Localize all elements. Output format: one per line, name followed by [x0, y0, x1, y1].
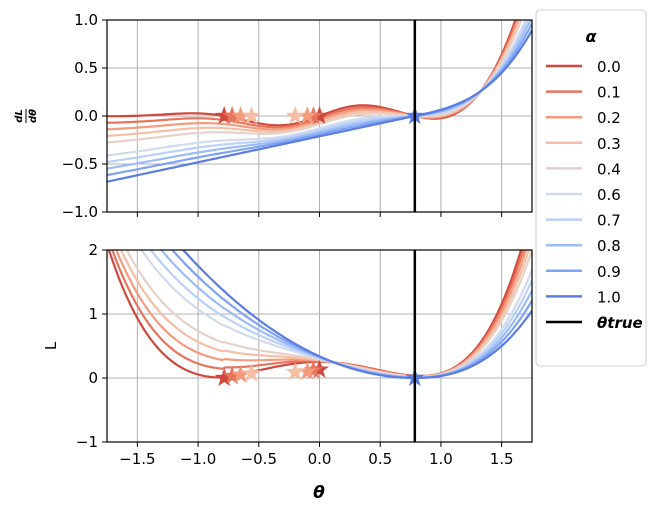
y-tick-label: 0.0	[74, 107, 98, 125]
legend-entry: 0.4	[546, 160, 621, 178]
legend-entry: θtrue	[546, 314, 643, 332]
legend-label: 0.7	[597, 212, 621, 230]
derivative-y-ticks: −1.0 −0.5 0.0 0.5 1.0	[62, 11, 107, 221]
legend-label: 0.9	[597, 263, 621, 281]
legend-entry: 0.2	[546, 109, 621, 127]
star-marker	[285, 106, 305, 125]
legend-label: 0.6	[597, 186, 621, 204]
star-marker	[242, 106, 261, 125]
legend-entry: 0.8	[546, 237, 621, 255]
y-tick-label: 1.0	[74, 11, 98, 29]
series-line-alpha-1	[107, 29, 532, 183]
x-tick-label: 1.0	[429, 450, 453, 468]
legend-label: 0.2	[597, 109, 621, 127]
star-marker	[285, 362, 305, 381]
derivative-panel: −1.0 −0.5 0.0 0.5 1.0 dL dθ	[14, 11, 533, 221]
legend-entry: 1.0	[546, 288, 621, 306]
x-tick-label: 0.5	[368, 450, 392, 468]
star-marker	[222, 106, 242, 125]
legend-entry: 0.7	[546, 212, 621, 230]
loss-panel: −1 0 1 2 −1.5 −1.0 −0.5 0.0 0.5 1.0 1.5 L θ	[42, 241, 533, 503]
y-tick-label: 1	[88, 305, 98, 323]
star-marker	[214, 368, 234, 387]
legend-label: 0.8	[597, 237, 621, 255]
star-marker	[297, 106, 317, 125]
loss-y-ticks: −1 0 1 2	[76, 241, 107, 451]
legend-entry: 0.3	[546, 135, 621, 153]
legend-entries: 0.0 0.1 0.2 0.3 0.4 0.6 0.7 0.8 0.9 1.0 θtrue	[546, 58, 643, 332]
y-tick-label: −0.5	[62, 155, 98, 173]
derivative-x-ticks	[136, 212, 503, 217]
svg-text:dθ: dθ	[28, 109, 39, 123]
legend-frame	[535, 9, 647, 367]
loss-y-axis-label: L	[42, 341, 60, 350]
y-tick-label: 2	[88, 241, 98, 259]
star-marker	[231, 106, 251, 125]
legend: α 0.0 0.1 0.2 0.3 0.4 0.6 0.7 0.8 0.9 1.0 θtrue	[535, 9, 647, 367]
x-tick-label: −1.5	[119, 450, 155, 468]
legend-label: θtrue	[597, 314, 643, 332]
series-line-alpha-1	[181, 250, 532, 380]
legend-label: 0.1	[597, 84, 621, 102]
svg-text:dL: dL	[14, 109, 25, 123]
x-tick-label: 1.5	[490, 450, 514, 468]
y-tick-label: −1	[76, 433, 98, 451]
star-marker	[222, 366, 242, 385]
y-tick-label: −1.0	[62, 203, 98, 221]
x-tick-label: −1.0	[180, 450, 216, 468]
x-tick-label: 0.0	[308, 450, 332, 468]
legend-label: 0.0	[597, 58, 621, 76]
star-marker	[231, 364, 251, 383]
legend-label: 1.0	[597, 288, 621, 306]
star-marker	[214, 106, 234, 125]
x-axis-label: θ	[313, 483, 325, 503]
star-marker	[242, 363, 261, 382]
loss-gridlines	[107, 249, 532, 443]
legend-title: α	[586, 27, 598, 46]
loss-series-lines	[107, 250, 532, 380]
star-marker	[297, 361, 317, 380]
y-tick-label: 0.5	[74, 59, 98, 77]
y-tick-label: 0	[88, 369, 98, 387]
loss-x-ticks: −1.5 −1.0 −0.5 0.0 0.5 1.0 1.5	[119, 442, 514, 468]
legend-label: 0.3	[597, 135, 621, 153]
series-line-alpha-0.4	[107, 20, 523, 144]
legend-entry: 0.0	[546, 58, 621, 76]
legend-entry: 0.1	[546, 84, 621, 102]
legend-entry: 0.9	[546, 263, 621, 281]
legend-label: 0.4	[597, 160, 621, 178]
derivative-y-axis-label: dL dθ	[14, 109, 39, 123]
legend-entry: 0.6	[546, 186, 621, 204]
x-tick-label: −0.5	[241, 450, 277, 468]
